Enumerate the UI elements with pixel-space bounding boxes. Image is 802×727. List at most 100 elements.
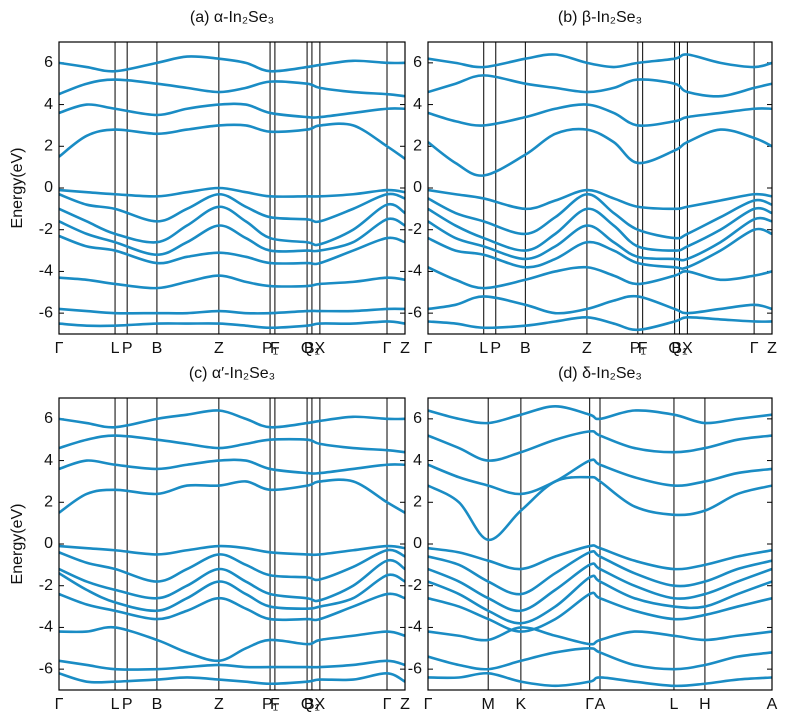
band-line	[428, 562, 772, 613]
y-tick-label: 0	[44, 535, 53, 552]
band-line	[428, 544, 772, 571]
band-line	[428, 127, 772, 177]
x-tick-label: Z	[400, 340, 410, 357]
x-tick-label: X	[315, 340, 326, 357]
y-tick-label: -4	[39, 619, 53, 636]
panel-title: (d) δ-In₂Se₃	[558, 365, 642, 382]
band-line	[428, 227, 772, 270]
y-tick-label: 2	[413, 494, 422, 511]
x-tick-label: Z	[214, 340, 224, 357]
band-line	[428, 265, 772, 290]
x-tick-label: Q	[668, 340, 680, 357]
x-tick-label: Γ	[383, 340, 392, 357]
x-tick-label: Z	[214, 696, 224, 713]
y-tick-label: 0	[413, 179, 422, 196]
x-tick-label: Γ	[424, 696, 433, 713]
y-tick-label: -2	[408, 577, 422, 594]
y-tick-label: 4	[413, 96, 422, 113]
band-line	[59, 558, 405, 603]
x-tick-label: L	[479, 340, 488, 357]
band-line	[428, 458, 772, 496]
band-line	[59, 572, 405, 613]
x-tick-label: P	[490, 340, 501, 357]
band-line	[59, 478, 405, 514]
band-line	[59, 102, 405, 119]
y-tick-label: 4	[44, 452, 53, 469]
x-tick-label: P₁	[262, 696, 278, 713]
band-line	[59, 307, 405, 315]
band-line	[428, 475, 772, 542]
x-tick-label: B₁	[304, 340, 320, 357]
y-tick-label: 2	[44, 138, 53, 155]
band-line	[59, 625, 405, 663]
y-tick-label: 6	[413, 410, 422, 427]
x-tick-label: F	[270, 696, 280, 713]
band-line	[428, 315, 772, 332]
x-tick-label: B	[520, 340, 531, 357]
bands	[59, 55, 405, 330]
band-line	[59, 592, 405, 622]
bands	[428, 53, 772, 332]
y-tick-label: -6	[408, 304, 422, 321]
band-line	[428, 591, 772, 633]
y-tick-label: 0	[44, 179, 53, 196]
x-tick-label: F	[270, 340, 280, 357]
x-tick-label: P	[122, 696, 133, 713]
panel-title: (a) α-In₂Se₃	[190, 9, 274, 26]
y-tick-label: 6	[44, 410, 53, 427]
x-tick-label: L	[670, 696, 679, 713]
x-tick-label: Q	[301, 340, 313, 357]
band-line	[428, 206, 772, 252]
y-axis-label: Energy(eV)	[9, 504, 26, 585]
band-line	[59, 202, 405, 247]
band-line	[428, 74, 772, 98]
band-line	[59, 672, 405, 686]
y-tick-label: 4	[44, 96, 53, 113]
x-tick-label: B₁	[671, 340, 687, 357]
x-tick-label: B	[152, 340, 163, 357]
x-tick-label: L	[111, 696, 120, 713]
y-tick-label: 6	[44, 54, 53, 71]
band-line	[59, 458, 405, 475]
y-tick-label: -6	[39, 304, 53, 321]
y-tick-label: 2	[44, 494, 53, 511]
band-line	[428, 405, 772, 425]
band-line	[428, 671, 772, 688]
y-tick-label: -6	[39, 660, 53, 677]
x-tick-label: B	[152, 696, 163, 713]
band-line	[428, 53, 772, 69]
band-line	[59, 234, 405, 266]
plot-frame	[58, 41, 406, 335]
band-line	[59, 548, 405, 583]
x-tick-label: Z	[582, 340, 592, 357]
x-tick-label: A	[595, 696, 606, 713]
panel: (a) α-In₂Se₃ Energy(eV) -6 -4 -2 0 2 4 6 Γ L P B Z P₁F…	[9, 9, 410, 357]
y-tick-label: -4	[408, 619, 422, 636]
y-axis-label: Energy(eV)	[9, 148, 26, 229]
band-line	[428, 550, 772, 596]
panel-title: (c) α′-In₂Se₃	[189, 365, 275, 382]
band-line	[59, 217, 405, 257]
x-tick-label: Γ	[55, 340, 64, 357]
x-tick-label: L	[111, 340, 120, 357]
band-line	[59, 274, 405, 290]
y-tick-label: -4	[39, 263, 53, 280]
x-tick-label: Z	[400, 696, 410, 713]
band-line	[59, 320, 405, 330]
band-line	[59, 192, 405, 224]
x-tick-label: Z	[767, 340, 777, 357]
band-line	[59, 434, 405, 454]
band-line	[428, 294, 772, 315]
y-tick-label: -2	[39, 577, 53, 594]
x-tick-label: P₁	[630, 340, 646, 357]
x-tick-label: X	[682, 340, 693, 357]
band-line	[428, 429, 772, 462]
y-tick-label: 6	[413, 54, 422, 71]
band-line	[428, 626, 772, 646]
y-tick-label: -2	[39, 221, 53, 238]
band-line	[59, 122, 405, 160]
y-tick-label: -2	[408, 221, 422, 238]
x-tick-label: Q	[301, 696, 313, 713]
